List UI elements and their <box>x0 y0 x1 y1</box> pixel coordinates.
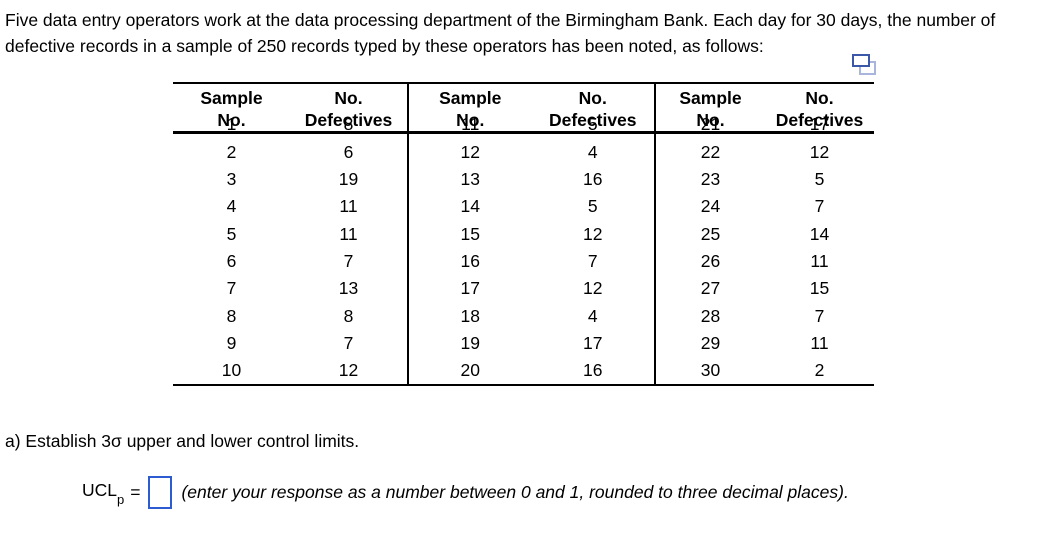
header-line: No. <box>456 110 485 130</box>
sample-no-cell: 16 <box>460 250 480 271</box>
sample-no-cell: 14 <box>460 196 480 217</box>
sample-no-cell: 29 <box>700 332 721 353</box>
sample-no-cell: 11 <box>461 114 480 135</box>
defectives-cell: 17 <box>809 114 830 135</box>
ucl-p-label: UCLp <box>82 480 125 507</box>
copy-icon[interactable] <box>851 53 878 79</box>
ucl-subscript: p <box>117 491 125 507</box>
defectives-cell: 12 <box>583 278 603 299</box>
question-a: a) Establish 3σ upper and lower control … <box>5 431 360 451</box>
sample-no-cell: 9 <box>226 332 237 353</box>
defectives-cell: 16 <box>583 360 603 381</box>
defectives-cell: 5 <box>814 169 825 190</box>
sample-no-cell: 17 <box>460 278 480 299</box>
defectives-cell: 4 <box>587 141 598 162</box>
defectives-cell: 11 <box>810 332 829 353</box>
answer-hint: (enter your response as a number between… <box>181 481 849 502</box>
defectives-cell: 2 <box>814 360 825 381</box>
sample-no-cell: 24 <box>700 196 721 217</box>
sample-no-cell: 30 <box>700 360 721 381</box>
header-line: Sample <box>679 88 742 108</box>
table-group-2: Sample No. No. Defectives 11 5 12 4 13 16 14 5 1… <box>407 84 654 385</box>
header-line: Defectives <box>775 110 864 130</box>
answer-line: UCLp = (enter your response as a number … <box>82 474 849 510</box>
defectives-cell: 8 <box>343 114 354 135</box>
defectives-cell: 12 <box>809 141 830 162</box>
header-line: Sample <box>439 88 502 108</box>
sample-no-cell: 2 <box>226 141 237 162</box>
defectives-cell: 4 <box>587 305 598 326</box>
sample-no-cell: 4 <box>226 196 237 217</box>
defectives-cell: 12 <box>583 223 603 244</box>
copy-icon-front-rect <box>852 54 870 67</box>
defectives-cell: 7 <box>814 196 825 217</box>
sample-no-cell: 6 <box>226 250 237 271</box>
defectives-cell: 13 <box>338 278 359 299</box>
sample-no-cell: 22 <box>700 141 721 162</box>
defectives-cell: 17 <box>583 332 603 353</box>
defectives-cell: 19 <box>338 169 359 190</box>
defectives-cell: 12 <box>338 360 359 381</box>
defectives-cell: 7 <box>343 332 354 353</box>
defectives-cell: 8 <box>343 305 354 326</box>
ucl-answer-input[interactable] <box>148 475 173 509</box>
header-line: Defectives <box>304 110 393 130</box>
defectives-cell: 15 <box>809 278 830 299</box>
defectives-cell: 7 <box>343 250 354 271</box>
defectives-cell: 6 <box>343 141 354 162</box>
sample-no-cell: 26 <box>700 250 721 271</box>
sample-no-cell: 23 <box>700 169 721 190</box>
defectives-cell: 7 <box>814 305 825 326</box>
defectives-cell: 16 <box>583 169 603 190</box>
header-line: No. <box>217 110 246 130</box>
defectives-header: No. Defectives <box>765 84 874 134</box>
defectives-cell: 11 <box>339 223 358 244</box>
sample-no-cell: 28 <box>700 305 721 326</box>
sample-no-cell: 20 <box>460 360 480 381</box>
sample-no-cell: 25 <box>700 223 721 244</box>
defectives-cell: 7 <box>587 250 598 271</box>
sample-no-header: Sample No. <box>173 84 290 134</box>
sample-no-cell: 21 <box>700 114 721 135</box>
table-group-1: Sample No. No. Defectives 1 8 2 6 3 19 4 11 5 11 6… <box>173 84 407 384</box>
header-line: Sample <box>200 88 263 108</box>
sample-no-cell: 10 <box>221 360 242 381</box>
table-group-3: Sample No. No. Defectives 21 17 22 12 23 5 24 7… <box>654 84 874 385</box>
header-line: No. <box>696 110 725 130</box>
header-line: No. <box>334 88 363 108</box>
defectives-cell: 14 <box>809 223 830 244</box>
header-line: Defectives <box>548 110 637 130</box>
sample-no-cell: 13 <box>460 169 480 190</box>
sample-no-cell: 27 <box>700 278 721 299</box>
defectives-header: No. Defectives <box>290 84 407 134</box>
defectives-header: No. Defectives <box>531 84 654 134</box>
defectives-table: Sample No. No. Defectives 1 8 2 6 3 19 4 11 5 11 6… <box>173 82 874 387</box>
defectives-cell: 11 <box>339 196 358 217</box>
equals-sign: = <box>130 481 141 502</box>
defectives-cell: 5 <box>587 114 598 135</box>
sample-no-cell: 18 <box>460 305 480 326</box>
defectives-cell: 5 <box>587 196 598 217</box>
header-line: No. <box>805 88 834 108</box>
problem-statement: Five data entry operators work at the da… <box>5 10 996 56</box>
sample-no-cell: 15 <box>460 223 480 244</box>
sample-no-cell: 19 <box>460 332 480 353</box>
sample-no-cell: 8 <box>226 305 237 326</box>
header-line: No. <box>578 88 607 108</box>
defectives-cell: 11 <box>810 250 829 271</box>
sample-no-cell: 3 <box>226 169 237 190</box>
sample-no-cell: 12 <box>460 141 480 162</box>
sample-no-header: Sample No. <box>656 84 765 134</box>
sample-no-cell: 5 <box>226 223 237 244</box>
sample-no-cell: 1 <box>226 114 237 135</box>
sample-no-cell: 7 <box>226 278 237 299</box>
sample-no-header: Sample No. <box>409 84 532 134</box>
